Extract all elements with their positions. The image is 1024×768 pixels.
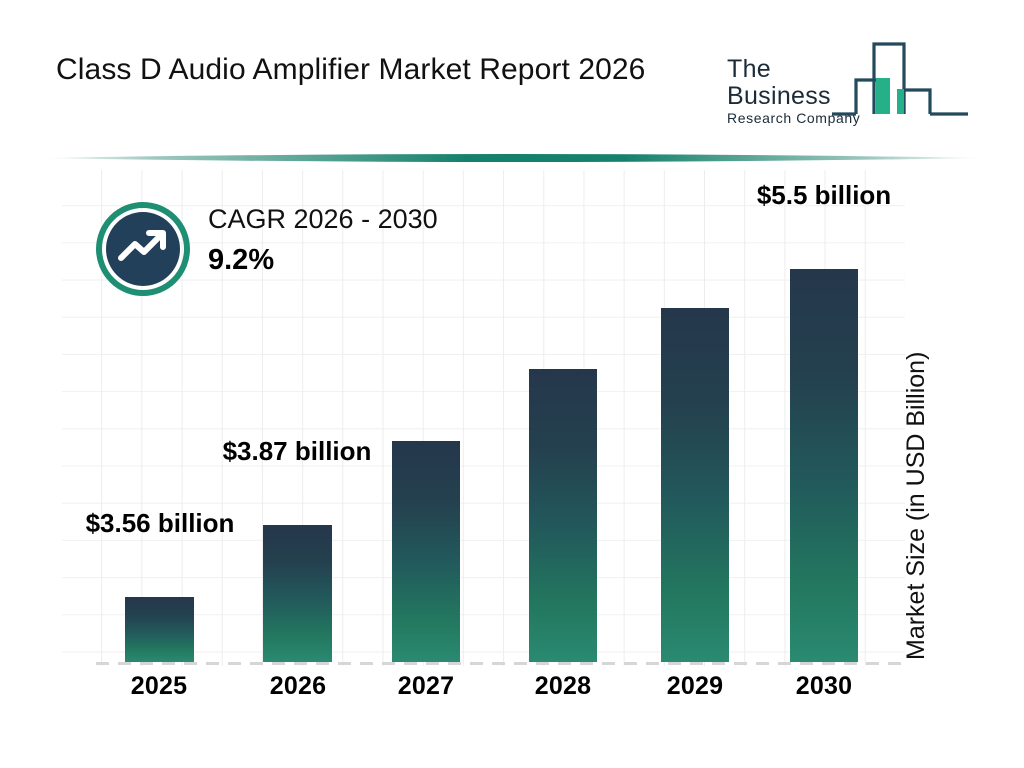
x-tick-2028: 2028 [534,672,592,700]
bar-2027[interactable] [392,441,460,662]
header-divider [40,150,984,166]
logo-bars-icon [830,34,970,126]
logo-line-2: Research Company [727,110,861,126]
cagr-badge: CAGR 2026 - 2030 9.2% [96,200,516,300]
x-axis: 2025 2026 2027 2028 2029 2030 [62,672,905,716]
x-tick-2030: 2030 [795,672,853,700]
chart-gridlines [62,170,905,666]
cagr-period-label: CAGR 2026 - 2030 [208,204,438,234]
bar-value-label-2026: $3.87 billion [222,434,372,468]
bar-2025[interactable] [125,597,194,662]
x-axis-baseline [96,662,905,665]
bar-value-label-2025: $3.56 billion [85,506,235,540]
logo-line-1: The Business [727,55,831,110]
x-tick-2029: 2029 [666,672,724,700]
page-title: Class D Audio Amplifier Market Report 20… [56,53,646,86]
x-tick-2025: 2025 [130,672,188,700]
cagr-text-group: CAGR 2026 - 2030 9.2% [208,198,438,280]
cagr-value: 9.2% [208,244,275,276]
header: Class D Audio Amplifier Market Report 20… [0,0,1024,160]
bar-2026[interactable] [263,525,332,662]
cagr-trending-up-icon [96,202,190,296]
y-axis-title: Market Size (in USD Billion) [902,351,930,660]
bar-value-amount-2025: $3.56 billion [85,508,235,538]
bar-2030[interactable] [790,269,858,662]
bar-value-label-2030: $5.5 billion [749,178,899,212]
company-logo: The Business Research Company [722,32,972,132]
bar-2029[interactable] [661,308,729,662]
logo-text: The Business Research Company [727,56,877,127]
bar-value-amount-2026: $3.87 billion [222,436,372,466]
x-tick-2026: 2026 [269,672,327,700]
x-tick-2027: 2027 [397,672,455,700]
plot-area: $3.56 billion $3.87 billion $5.5 billion… [62,170,905,666]
bar-series [62,170,905,666]
bar-value-amount-2030: $5.5 billion [756,180,892,210]
bar-2028[interactable] [529,369,597,662]
